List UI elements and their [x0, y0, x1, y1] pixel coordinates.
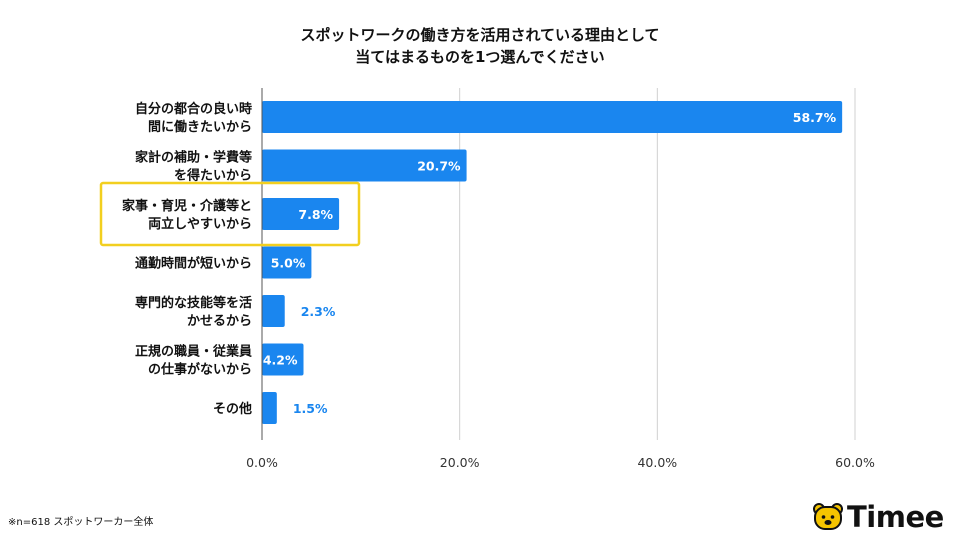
bar — [262, 101, 843, 133]
bar-value-label: 5.0% — [271, 256, 306, 271]
bar — [262, 295, 285, 327]
bar — [262, 343, 304, 376]
category-label: 自分の都合の良い時 — [135, 101, 252, 117]
logo-wordmark: Timee — [847, 500, 944, 534]
bar-value-label: 7.8% — [298, 207, 333, 222]
category-label: 家計の補助・学費等 — [135, 150, 252, 166]
category-label: 間に働きたいから — [148, 119, 252, 135]
category-label: を得たいから — [174, 168, 252, 184]
bar — [262, 149, 467, 182]
timee-logo: Timee — [813, 497, 953, 537]
category-label: 通勤時間が短いから — [135, 256, 252, 272]
bar-value-label: 58.7% — [793, 110, 837, 125]
chart-title-line-1: スポットワークの働き方を活用されている理由として — [300, 26, 660, 44]
category-label: 専門的な技能等を活 — [135, 295, 252, 311]
x-tick-label: 40.0% — [637, 455, 677, 470]
category-label: の仕事がないから — [148, 362, 252, 378]
bar — [262, 198, 340, 230]
bar-value-label: 20.7% — [417, 159, 461, 174]
x-tick-label: 20.0% — [440, 455, 480, 470]
chart-title-line-2: 当てはまるものを1つ選んでください — [355, 48, 605, 66]
category-label: 家事・育児・介護等と — [122, 198, 252, 214]
x-tick-label: 60.0% — [835, 455, 875, 470]
bar — [262, 246, 312, 279]
bar-value-label: 2.3% — [301, 304, 336, 319]
category-label: かせるから — [187, 314, 252, 329]
bar-value-label: 4.2% — [263, 353, 298, 368]
sample-size-footnote: ※n=618 スポットワーカー全体 — [8, 517, 154, 528]
bear-face-icon — [813, 503, 843, 530]
bar-value-label: 1.5% — [293, 401, 328, 416]
category-label: その他 — [213, 401, 252, 417]
x-tick-label: 0.0% — [246, 455, 278, 470]
category-label: 両立しやすいから — [148, 216, 252, 232]
category-label: 正規の職員・従業員 — [135, 344, 252, 360]
bar — [262, 392, 277, 424]
highlight-frame — [99, 181, 361, 247]
